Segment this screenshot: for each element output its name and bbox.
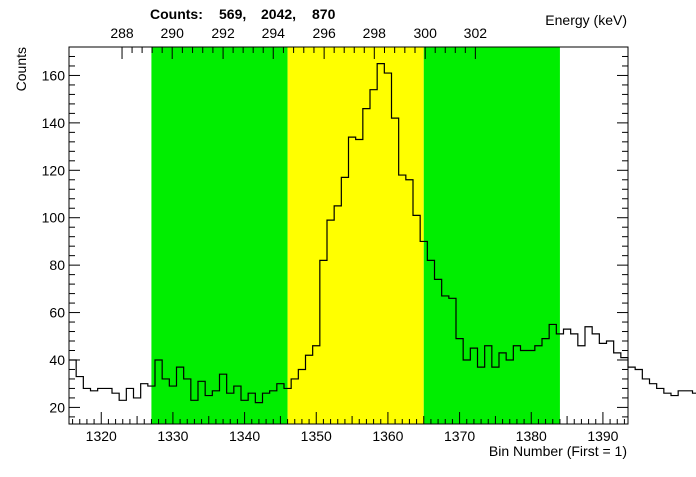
plot-frame [68, 46, 629, 425]
x-axis-title: Bin Number (First = 1) [489, 443, 627, 459]
x-tick-label: 1380 [516, 428, 547, 444]
count-left-background: 569, [219, 6, 246, 22]
energy-tick-label: 290 [161, 25, 185, 41]
energy-tick-label: 296 [312, 25, 336, 41]
energy-tick-label: 294 [262, 25, 286, 41]
count-right-background: 870 [312, 6, 336, 22]
x-tick-label: 1340 [229, 428, 260, 444]
histogram-line [69, 62, 696, 404]
y-tick-label: 100 [42, 210, 66, 226]
energy-tick-label: 300 [414, 25, 438, 41]
histogram-layer [69, 62, 696, 404]
x-tick-label: 1370 [444, 428, 475, 444]
y-tick-label: 120 [42, 162, 66, 178]
x-tick-label: 1390 [587, 428, 618, 444]
axes-layer: 1320 1330 1340 1350 1360 1370 1380 1390 20 40 60 80… [42, 25, 629, 444]
energy-tick-label: 298 [363, 25, 387, 41]
x-tick-label: 1360 [372, 428, 403, 444]
counts-label: Counts: [150, 6, 203, 22]
y-tick-label: 40 [49, 352, 65, 368]
y-tick-label: 60 [49, 305, 65, 321]
energy-tick-label: 288 [110, 25, 134, 41]
energy-tick-label: 302 [464, 25, 488, 41]
y-axis-title: Counts [13, 47, 29, 91]
energy-axis-title: Energy (keV) [545, 12, 627, 28]
y-tick-label: 20 [49, 399, 65, 415]
regions-layer [151, 47, 560, 424]
y-tick-label: 160 [42, 67, 66, 83]
count-peak: 2042, [261, 6, 296, 22]
x-tick-label: 1350 [301, 428, 332, 444]
region-peak [287, 47, 424, 424]
y-tick-label: 140 [42, 115, 66, 131]
x-tick-label: 1330 [157, 428, 188, 444]
energy-tick-label: 292 [211, 25, 235, 41]
y-tick-label: 80 [49, 257, 65, 273]
x-tick-label: 1320 [86, 428, 117, 444]
region-left-background [151, 47, 288, 424]
